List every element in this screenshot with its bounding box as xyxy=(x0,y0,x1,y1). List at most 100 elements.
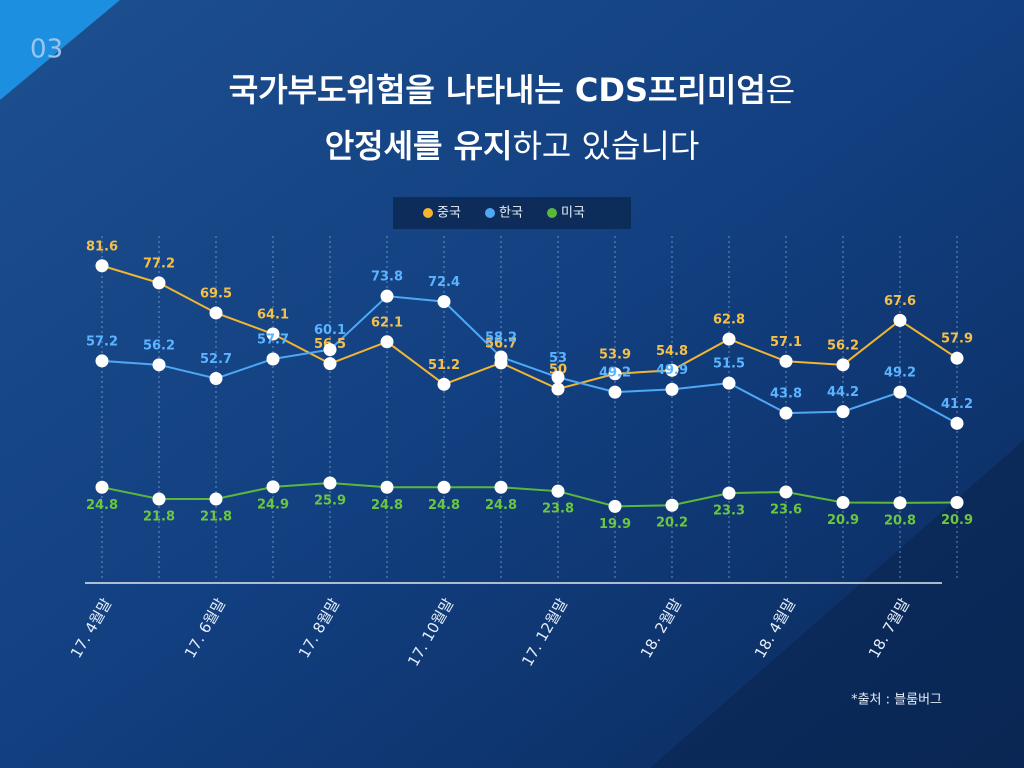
value-label: 73.8 xyxy=(371,270,403,285)
data-point xyxy=(323,343,337,357)
value-label: 19.9 xyxy=(599,517,631,532)
data-point xyxy=(437,480,451,494)
value-label: 24.8 xyxy=(371,498,403,513)
value-label: 57.1 xyxy=(770,335,802,350)
page-number: 03 xyxy=(30,35,63,65)
data-point xyxy=(893,496,907,510)
data-point xyxy=(380,335,394,349)
value-label: 57.2 xyxy=(86,334,118,349)
value-label: 54.8 xyxy=(656,344,688,359)
data-point xyxy=(152,276,166,290)
data-point xyxy=(665,498,679,512)
data-point xyxy=(494,350,508,364)
data-point xyxy=(323,476,337,490)
value-label: 56.2 xyxy=(827,338,859,353)
value-label: 25.9 xyxy=(314,493,346,508)
data-point xyxy=(266,352,280,366)
value-label: 53 xyxy=(549,351,567,366)
corner-triangle xyxy=(0,0,120,100)
series-line xyxy=(101,295,958,425)
value-label: 23.3 xyxy=(713,504,745,519)
value-label: 69.5 xyxy=(200,286,232,301)
data-point xyxy=(494,480,508,494)
title-part: 하고 있습니다 xyxy=(512,127,699,165)
value-label: 49.2 xyxy=(599,366,631,381)
data-point xyxy=(779,406,793,420)
data-point xyxy=(893,313,907,327)
value-label: 67.6 xyxy=(884,294,916,309)
data-point xyxy=(950,351,964,365)
data-point xyxy=(950,495,964,509)
title-part: 국가부도위험을 나타내는 CDS프리미엄 xyxy=(229,71,766,109)
legend-swatch xyxy=(547,208,557,218)
data-point xyxy=(608,367,622,381)
data-point xyxy=(152,492,166,506)
value-label: 24.8 xyxy=(86,498,118,513)
data-point xyxy=(722,332,736,346)
legend-swatch xyxy=(485,208,495,218)
data-point xyxy=(551,370,565,384)
data-point xyxy=(551,382,565,396)
series-line xyxy=(101,264,958,391)
value-label: 51.2 xyxy=(428,358,460,373)
legend-label: 중국 xyxy=(437,206,461,221)
data-point xyxy=(95,480,109,494)
value-label: 52.7 xyxy=(200,352,232,367)
data-point xyxy=(266,327,280,341)
value-label: 51.5 xyxy=(713,357,745,372)
data-point xyxy=(779,354,793,368)
title-part: 안정세를 유지 xyxy=(325,127,513,165)
value-label: 49.9 xyxy=(656,363,688,378)
value-label: 41.2 xyxy=(941,397,973,412)
value-label: 24.8 xyxy=(428,498,460,513)
data-point xyxy=(95,354,109,368)
title-line: 안정세를 유지하고 있습니다 xyxy=(325,127,700,165)
data-point xyxy=(836,495,850,509)
value-label: 24.9 xyxy=(257,497,289,512)
data-point xyxy=(722,486,736,500)
data-point xyxy=(152,358,166,372)
value-label: 49.2 xyxy=(884,366,916,381)
value-label: 57.7 xyxy=(257,332,289,347)
value-label: 20.9 xyxy=(827,513,859,528)
data-point xyxy=(209,492,223,506)
data-point xyxy=(209,371,223,385)
value-label: 56.2 xyxy=(143,338,175,353)
data-point xyxy=(950,416,964,430)
background-shape xyxy=(650,440,1024,768)
value-label: 62.8 xyxy=(713,313,745,328)
data-point xyxy=(323,357,337,371)
value-label: 23.6 xyxy=(770,502,802,517)
data-point xyxy=(437,377,451,391)
value-label: 60.1 xyxy=(314,323,346,338)
data-point xyxy=(551,484,565,498)
data-point xyxy=(266,480,280,494)
data-point xyxy=(665,363,679,377)
data-point xyxy=(665,382,679,396)
value-label: 72.4 xyxy=(428,275,460,290)
legend-swatch xyxy=(423,208,433,218)
value-label: 57.9 xyxy=(941,332,973,347)
data-point xyxy=(95,259,109,273)
data-point xyxy=(893,385,907,399)
data-point xyxy=(779,485,793,499)
data-point xyxy=(380,289,394,303)
value-label: 24.8 xyxy=(485,498,517,513)
value-label: 20.9 xyxy=(941,513,973,528)
value-label: 64.1 xyxy=(257,308,289,323)
source: *출처 : 블룸버그 xyxy=(851,693,942,708)
value-label: 58.2 xyxy=(485,331,517,346)
title-part: 은 xyxy=(766,71,795,109)
value-label: 23.8 xyxy=(542,502,574,517)
value-label: 62.1 xyxy=(371,315,403,330)
value-label: 56.7 xyxy=(485,336,517,351)
value-label: 44.2 xyxy=(827,385,859,400)
data-point xyxy=(608,499,622,513)
value-label: 21.8 xyxy=(143,509,175,524)
title-line: 국가부도위험을 나타내는 CDS프리미엄은 xyxy=(229,71,795,109)
legend-label: 미국 xyxy=(561,206,585,221)
data-point xyxy=(608,385,622,399)
